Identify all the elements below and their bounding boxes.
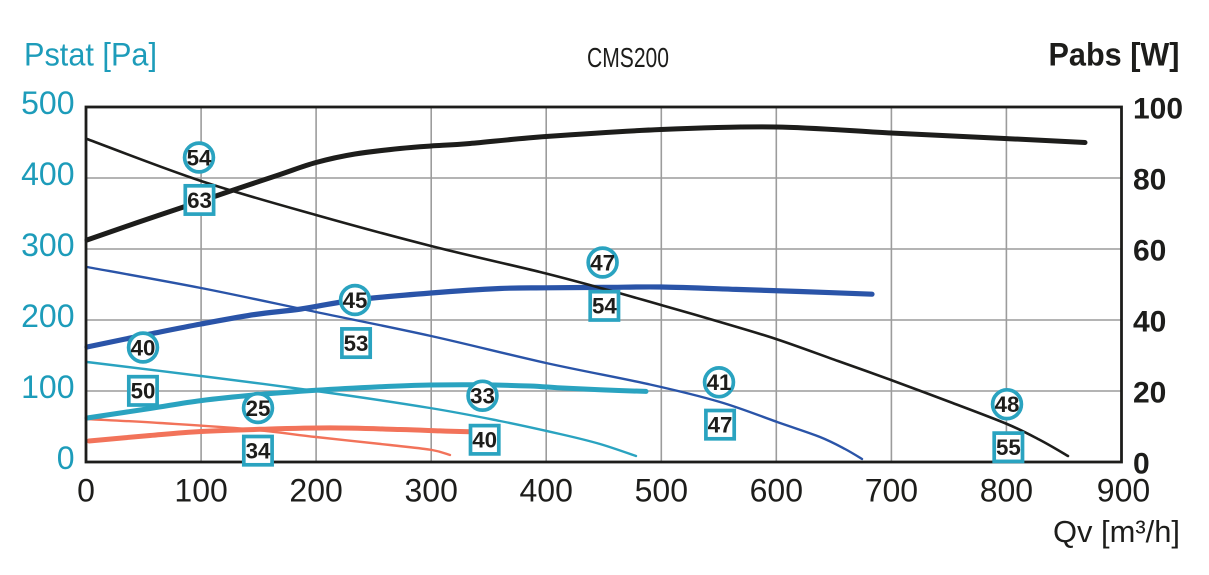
svg-text:53: 53 bbox=[344, 331, 369, 356]
svg-text:34: 34 bbox=[246, 439, 271, 464]
svg-text:0: 0 bbox=[77, 473, 95, 509]
svg-text:20: 20 bbox=[1133, 376, 1166, 409]
svg-text:25: 25 bbox=[246, 396, 271, 421]
svg-text:800: 800 bbox=[980, 473, 1033, 509]
svg-text:100: 100 bbox=[1133, 92, 1183, 125]
svg-text:45: 45 bbox=[343, 288, 368, 313]
svg-text:48: 48 bbox=[995, 392, 1020, 417]
svg-text:40: 40 bbox=[1133, 305, 1166, 338]
svg-text:100: 100 bbox=[174, 473, 227, 509]
svg-text:47: 47 bbox=[590, 250, 615, 275]
svg-text:80: 80 bbox=[1133, 163, 1166, 196]
svg-text:700: 700 bbox=[865, 473, 918, 509]
svg-text:55: 55 bbox=[996, 435, 1021, 460]
svg-text:100: 100 bbox=[21, 369, 74, 405]
svg-text:63: 63 bbox=[187, 188, 212, 213]
svg-text:Pstat [Pa]: Pstat [Pa] bbox=[24, 36, 157, 72]
svg-text:Pabs [W]: Pabs [W] bbox=[1049, 36, 1180, 72]
svg-text:Qv [m³/h]: Qv [m³/h] bbox=[1053, 514, 1180, 549]
svg-text:900: 900 bbox=[1097, 473, 1150, 509]
svg-text:500: 500 bbox=[635, 473, 688, 509]
svg-text:47: 47 bbox=[708, 413, 733, 438]
svg-text:0: 0 bbox=[1133, 447, 1150, 480]
svg-text:60: 60 bbox=[1133, 234, 1166, 267]
svg-text:40: 40 bbox=[472, 428, 497, 453]
svg-text:300: 300 bbox=[21, 227, 74, 263]
svg-text:0: 0 bbox=[57, 440, 75, 476]
svg-text:CMS200: CMS200 bbox=[587, 42, 669, 73]
svg-text:200: 200 bbox=[21, 298, 74, 334]
svg-text:54: 54 bbox=[592, 294, 617, 319]
svg-text:54: 54 bbox=[187, 145, 212, 170]
svg-text:200: 200 bbox=[289, 473, 342, 509]
svg-text:41: 41 bbox=[707, 370, 732, 395]
svg-text:33: 33 bbox=[470, 384, 495, 409]
svg-text:300: 300 bbox=[405, 473, 458, 509]
svg-text:500: 500 bbox=[21, 85, 74, 121]
svg-text:600: 600 bbox=[750, 473, 803, 509]
svg-text:40: 40 bbox=[131, 335, 156, 360]
svg-text:400: 400 bbox=[21, 156, 74, 192]
svg-text:50: 50 bbox=[131, 379, 156, 404]
svg-text:400: 400 bbox=[520, 473, 573, 509]
